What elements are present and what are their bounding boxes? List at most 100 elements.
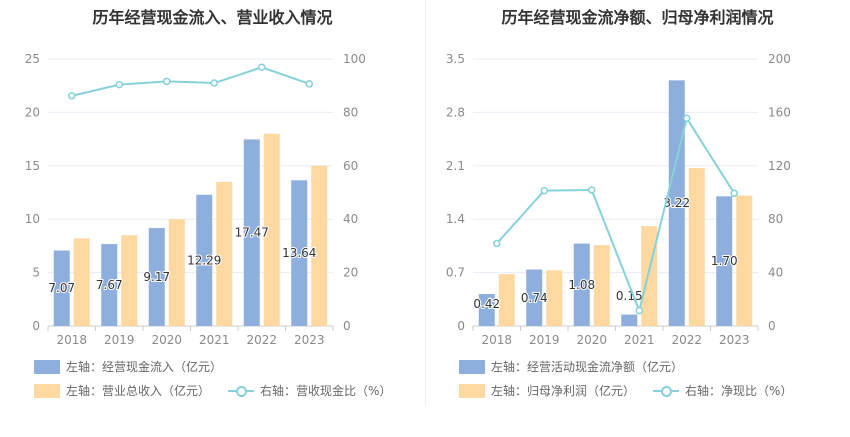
y-right-tick-label: 0	[343, 319, 351, 333]
y-left-tick-label: 5	[32, 266, 40, 280]
legend-swatch-bar	[459, 383, 485, 398]
bar-series1	[196, 194, 213, 326]
bar-series1	[478, 293, 495, 326]
x-tick-label: 2020	[151, 333, 182, 347]
bar-series1	[573, 243, 590, 326]
legend-item-series1[interactable]: 左轴： 经营活动现金流净额（亿元）	[459, 358, 683, 375]
y-left-tick-label: 0	[32, 319, 40, 333]
legend-prefix: 右轴：	[260, 384, 297, 398]
y-right-tick-label: 120	[768, 159, 791, 173]
bar-series1	[101, 244, 118, 326]
bar-series2	[498, 274, 515, 326]
data-label: 12.29	[187, 253, 221, 267]
y-right-tick-label: 80	[343, 105, 358, 119]
bar-series2	[641, 226, 658, 326]
x-tick-label: 2021	[199, 333, 230, 347]
bar-series2	[311, 165, 328, 326]
line-point	[540, 186, 548, 195]
y-left-tick-label: 1.4	[446, 212, 465, 226]
legend-row-2: 左轴： 营业总收入（亿元） 右轴： 营收现金比（%）	[34, 382, 409, 399]
legend-item-series2[interactable]: 左轴： 营业总收入（亿元）	[34, 382, 210, 399]
chart-panel-cash-inflow: 历年经营现金流入、营业收入情况 0 0 5 20 10 40 15 60 20 80 25 100 20…	[25, 8, 409, 399]
y-right-tick-label: 40	[768, 266, 783, 280]
y-left-tick-label: 10	[25, 212, 40, 226]
legend-swatch-bar	[34, 383, 60, 398]
legend-text: 归母净利润（亿元）	[527, 384, 636, 398]
bar-series1	[526, 269, 543, 326]
chart-plot: 0 0 5 20 10 40 15 60 20 80 25 100 2018 2019 2020 2021 20…	[25, 52, 366, 347]
chart-title: 历年经营现金流净额、归母净利润情况	[501, 8, 774, 27]
line-point	[210, 79, 218, 87]
bar-series1	[291, 180, 308, 326]
data-label: 1.08	[568, 278, 595, 292]
x-tick-label: 2023	[719, 333, 750, 347]
legend-item-line[interactable]: 右轴： 营收现金比（%）	[228, 382, 391, 399]
y-right-tick-label: 60	[343, 159, 358, 173]
data-label: 9.17	[143, 270, 170, 284]
y-left-tick-label: 0.7	[446, 266, 465, 280]
data-label: 0.74	[521, 291, 548, 305]
line-series	[496, 115, 736, 314]
x-tick-label: 2022	[671, 333, 702, 347]
y-left-tick-label: 3.5	[446, 52, 465, 66]
legend-text: 经营活动现金流净额（亿元）	[527, 360, 684, 374]
legend-row-1: 左轴： 经营现金流入（亿元）	[34, 358, 240, 375]
legend-row-1: 左轴： 经营活动现金流净额（亿元）	[459, 358, 701, 375]
y-right-tick-label: 20	[343, 266, 358, 280]
legend-prefix: 左轴：	[491, 384, 528, 398]
x-tick-label: 2019	[104, 333, 135, 347]
bar-series1	[148, 228, 165, 326]
x-tick-label: 2022	[246, 333, 277, 347]
line-series	[71, 66, 310, 97]
line-point	[115, 80, 123, 89]
data-label: 7.67	[96, 278, 123, 292]
y-right-tick-label: 200	[768, 52, 791, 66]
x-tick-label: 2018	[56, 333, 87, 347]
legend-item-series1[interactable]: 左轴： 经营现金流入（亿元）	[34, 358, 222, 375]
data-label: 7.07	[48, 281, 75, 295]
legend-swatch-bar	[459, 359, 485, 374]
data-label: 3.22	[663, 196, 690, 210]
y-right-tick-label: 80	[768, 212, 783, 226]
bar-series2	[216, 181, 233, 326]
legend-prefix: 右轴：	[685, 384, 722, 398]
y-left-tick-label: 25	[25, 52, 40, 66]
data-label: 13.64	[282, 246, 316, 260]
bar-series2	[736, 195, 753, 326]
x-tick-label: 2023	[294, 333, 325, 347]
legend-swatch-line-icon	[653, 384, 680, 398]
y-left-tick-label: 15	[25, 159, 40, 173]
y-left-tick-label: 20	[25, 105, 40, 119]
y-left-tick-label: 2.8	[446, 105, 465, 119]
line-point	[163, 77, 171, 86]
bar-series2	[593, 245, 610, 326]
bar-series2	[73, 238, 90, 326]
line-point	[305, 80, 313, 88]
legend-prefix: 左轴：	[491, 360, 528, 374]
bar-series2	[263, 133, 280, 326]
legend-text: 经营现金流入（亿元）	[102, 360, 223, 374]
bar-series2	[121, 235, 138, 326]
legend-item-series2[interactable]: 左轴： 归母净利润（亿元）	[459, 382, 635, 399]
panel-divider	[425, 0, 426, 405]
line-point	[730, 189, 738, 198]
legend-item-line[interactable]: 右轴： 净现比（%）	[653, 382, 792, 399]
legend-prefix: 左轴：	[66, 384, 103, 398]
x-tick-label: 2021	[624, 333, 655, 347]
data-label: 0.15	[616, 289, 643, 303]
line-point	[683, 114, 691, 123]
chart-plot: 0 0 0.7 40 1.4 80 2.1 120 2.8 160 3.5 200 2018 2019 20…	[446, 52, 791, 347]
x-tick-label: 2018	[481, 333, 512, 347]
bar-series1	[53, 250, 70, 326]
bar-series2	[688, 168, 705, 326]
data-label: 0.42	[473, 297, 500, 311]
legend-row-2: 左轴： 归母净利润（亿元） 右轴： 净现比（%）	[459, 382, 810, 399]
y-right-tick-label: 160	[768, 105, 791, 119]
bar-series2	[168, 219, 185, 326]
x-tick-label: 2019	[529, 333, 560, 347]
line-point	[68, 92, 76, 100]
bar-series2	[546, 270, 563, 326]
chart-panel-net-cash: 历年经营现金流净额、归母净利润情况 0 0 0.7 40 1.4 80 2.1 120 2.8 1…	[425, 0, 850, 437]
legend-swatch-line-icon	[228, 384, 255, 398]
data-label: 17.47	[235, 226, 269, 240]
